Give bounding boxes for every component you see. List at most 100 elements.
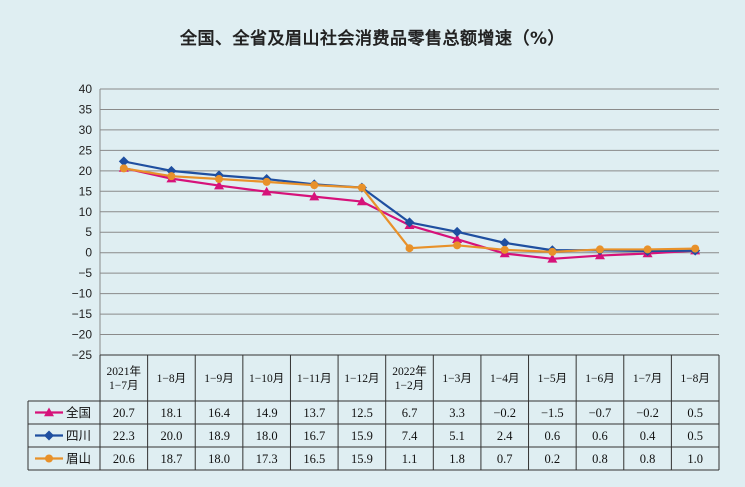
data-label: 18.0 [208, 452, 230, 466]
data-label: 3.3 [449, 406, 465, 420]
data-point [643, 245, 652, 254]
chart-title: 全国、全省及眉山社会消费品零售总额增速（%） [179, 29, 566, 49]
data-point [452, 234, 463, 243]
data-point [118, 156, 129, 167]
data-label: 16.5 [303, 452, 325, 466]
data-label: 2.4 [497, 429, 513, 443]
data-label: 14.9 [256, 406, 278, 420]
data-point [499, 237, 510, 248]
data-label: 17.3 [256, 452, 278, 466]
legend-label: 眉山 [66, 452, 91, 466]
legend-label: 全国 [66, 405, 91, 420]
data-label: 5.1 [449, 429, 465, 443]
data-point [595, 245, 604, 254]
x-tick-label: 1−9月 [204, 373, 234, 385]
data-label: 7.4 [402, 429, 418, 443]
series-3 [119, 164, 700, 256]
data-label: 20.0 [160, 429, 182, 443]
x-tick-label: 1−12月 [344, 373, 379, 385]
y-tick-label: −15 [72, 307, 93, 321]
data-label: 20.6 [113, 452, 135, 466]
data-point [167, 172, 176, 181]
data-label: 16.7 [303, 429, 325, 443]
y-tick-label: −10 [72, 287, 93, 301]
data-label: −0.2 [636, 406, 659, 420]
data-label: 18.1 [160, 406, 182, 420]
data-label: 0.2 [545, 452, 561, 466]
data-point [357, 183, 366, 192]
data-label: 22.3 [113, 429, 135, 443]
data-point [262, 177, 271, 186]
data-point [215, 175, 224, 184]
series-2 [118, 156, 701, 257]
data-label: 0.5 [687, 429, 703, 443]
x-tick-label: 1−8月 [680, 373, 710, 385]
x-tick-label: 1−10月 [249, 373, 284, 385]
data-label: 16.4 [208, 406, 231, 420]
legend-key-marker [44, 430, 54, 441]
y-tick-label: 0 [85, 246, 92, 260]
data-label: 15.9 [351, 429, 373, 443]
data-label: −0.7 [589, 406, 612, 420]
data-point [547, 253, 558, 263]
data-label: 20.7 [113, 406, 135, 420]
series-line [123, 160, 696, 253]
legend-label: 四川 [66, 429, 91, 443]
data-point [261, 186, 272, 196]
data-label: 0.4 [640, 429, 656, 443]
x-tick-label: 1−11月 [297, 373, 332, 385]
data-point [214, 180, 225, 190]
data-label: 0.6 [545, 429, 561, 443]
y-tick-label: 25 [79, 143, 93, 157]
data-point [404, 217, 415, 228]
legend-key-marker [45, 454, 53, 463]
x-tick-label: 1−5月 [538, 373, 568, 385]
y-tick-label: 20 [79, 164, 93, 178]
legend-key-marker [44, 407, 54, 417]
x-tick-label: 1−7月 [109, 380, 139, 392]
x-tick-label: 1−2月 [395, 380, 425, 392]
y-tick-label: 35 [79, 102, 93, 116]
data-label: 0.8 [592, 452, 608, 466]
data-label: 1.0 [687, 452, 703, 466]
data-point [453, 241, 462, 250]
data-point [500, 245, 509, 254]
data-label: 15.9 [351, 452, 373, 466]
y-tick-label: −25 [72, 348, 93, 362]
x-tick-label: 1−4月 [490, 373, 520, 385]
x-tick-label: 2021年 [107, 364, 142, 378]
data-point [356, 196, 367, 206]
x-tick-label: 1−8月 [157, 373, 187, 385]
y-tick-label: 30 [79, 123, 93, 137]
data-point [548, 247, 557, 256]
data-label: 0.6 [592, 429, 608, 443]
x-tick-label: 1−3月 [442, 373, 472, 385]
data-point [119, 164, 128, 173]
x-tick-label: 2022年 [392, 364, 427, 378]
data-label: 12.5 [351, 406, 373, 420]
data-label: 18.0 [256, 429, 278, 443]
y-tick-label: −20 [72, 328, 93, 342]
series-line [123, 167, 696, 253]
y-tick-label: −5 [78, 266, 92, 280]
data-point [309, 191, 320, 201]
y-tick-label: 40 [79, 82, 93, 96]
data-point [310, 181, 319, 190]
data-label: 1.1 [402, 452, 418, 466]
data-label: 1.8 [449, 452, 465, 466]
y-tick-label: 15 [79, 184, 93, 198]
data-label: −0.2 [493, 406, 516, 420]
data-label: −1.5 [541, 406, 564, 420]
data-point [452, 226, 463, 237]
data-point [405, 244, 414, 253]
y-tick-label: 5 [85, 225, 92, 239]
data-label: 0.8 [640, 452, 656, 466]
data-label: 18.7 [160, 452, 182, 466]
y-tick-label: 10 [79, 205, 93, 219]
data-point [691, 244, 700, 253]
x-tick-label: 1−6月 [585, 373, 615, 385]
data-label: 6.7 [402, 406, 418, 420]
data-label: 0.7 [497, 452, 513, 466]
data-label: 0.5 [687, 406, 703, 420]
